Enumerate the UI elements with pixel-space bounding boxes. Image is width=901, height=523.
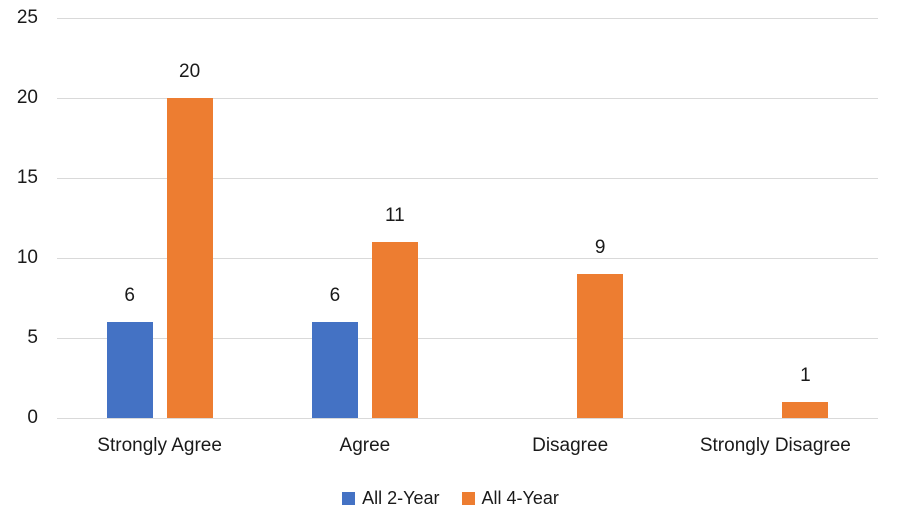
gridline-y-0 [57, 417, 878, 419]
bar-all-4-year-strongly-agree [166, 98, 213, 418]
gridline-y-20 [57, 97, 878, 99]
bar-all-4-year-strongly-disagree [782, 402, 829, 418]
y-axis-tick-label: 25 [16, 7, 38, 28]
bar-all-4-year-agree [371, 242, 418, 418]
bar-value-label-all-2-year-strongly-agree: 6 [124, 285, 135, 306]
bar-value-label-all-4-year-strongly-agree: 20 [179, 61, 201, 82]
gridline-y-15 [57, 177, 878, 179]
gridline-y-25 [57, 17, 878, 19]
legend-item-all-4-year: All 4-Year [461, 488, 559, 508]
bar-value-label-all-2-year-agree: 6 [329, 285, 341, 306]
bar-value-label-all-4-year-agree: 11 [385, 205, 405, 226]
x-axis-category-label-disagree: Disagree [532, 435, 609, 456]
y-axis-tick-label: 5 [27, 327, 38, 348]
legend-item-all-2-year: All 2-Year [342, 488, 440, 508]
legend-label: All 2-Year [362, 488, 440, 508]
bar-all-2-year-agree [311, 322, 358, 418]
gridline-y-10 [57, 257, 878, 259]
bar-all-2-year-strongly-agree [106, 322, 153, 418]
y-axis-tick-label: 10 [16, 247, 38, 268]
x-axis-category-label-strongly-agree: Strongly Agree [97, 435, 222, 456]
x-axis-category-label-agree: Agree [339, 435, 391, 456]
y-axis-tick-label: 15 [16, 167, 38, 188]
gridline-y-5 [57, 337, 878, 339]
bar-value-label-all-4-year-disagree: 9 [594, 237, 606, 258]
y-axis-tick-label: 20 [16, 87, 38, 108]
y-axis-tick-label: 0 [27, 407, 38, 428]
x-axis-category-label-strongly-disagree: Strongly Disagree [699, 435, 851, 456]
legend-swatch-all-4-year [461, 491, 475, 505]
bar-value-label-all-4-year-strongly-disagree: 1 [800, 365, 811, 386]
bar-all-4-year-disagree [577, 274, 624, 418]
legend-label: All 4-Year [481, 488, 559, 508]
legend-swatch-all-2-year [342, 491, 356, 505]
legend: All 2-Year All 4-Year [0, 488, 901, 508]
